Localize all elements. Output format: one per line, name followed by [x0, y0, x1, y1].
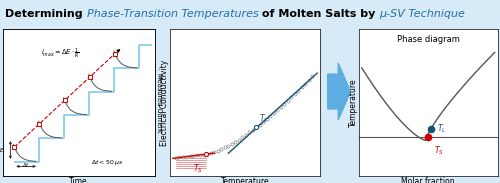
- Text: Phase-Transition Temperatures: Phase-Transition Temperatures: [86, 9, 258, 19]
- X-axis label: Temperature: Temperature: [220, 177, 270, 183]
- Y-axis label: Temperature: Temperature: [348, 78, 358, 127]
- Y-axis label: Electrical Conductivity: Electrical Conductivity: [160, 59, 168, 146]
- Text: $i_{max}=\Delta E\cdot\frac{1}{R}$: $i_{max}=\Delta E\cdot\frac{1}{R}$: [40, 47, 80, 61]
- X-axis label: Molar fraction: Molar fraction: [402, 177, 455, 183]
- Text: $\Delta t < 50\,\mu s$: $\Delta t < 50\,\mu s$: [91, 158, 124, 167]
- FancyArrow shape: [328, 63, 350, 120]
- Text: $T_L$: $T_L$: [436, 122, 446, 135]
- Text: Phase diagram: Phase diagram: [397, 35, 460, 44]
- Text: $\Delta E$: $\Delta E$: [0, 146, 5, 154]
- Text: $T_S$: $T_S$: [194, 162, 203, 175]
- Y-axis label: Measured Current: Measured Current: [156, 73, 162, 132]
- Text: Determining: Determining: [5, 9, 86, 19]
- Text: $\Delta t$: $\Delta t$: [22, 161, 30, 169]
- Text: of Molten Salts by: of Molten Salts by: [258, 9, 380, 19]
- Text: μ-SV Technique: μ-SV Technique: [380, 9, 466, 19]
- Y-axis label: Applied Potential: Applied Potential: [0, 70, 1, 135]
- X-axis label: Time: Time: [70, 177, 88, 183]
- Text: $T_L$: $T_L$: [259, 113, 268, 125]
- Text: $T_S$: $T_S$: [434, 145, 444, 157]
